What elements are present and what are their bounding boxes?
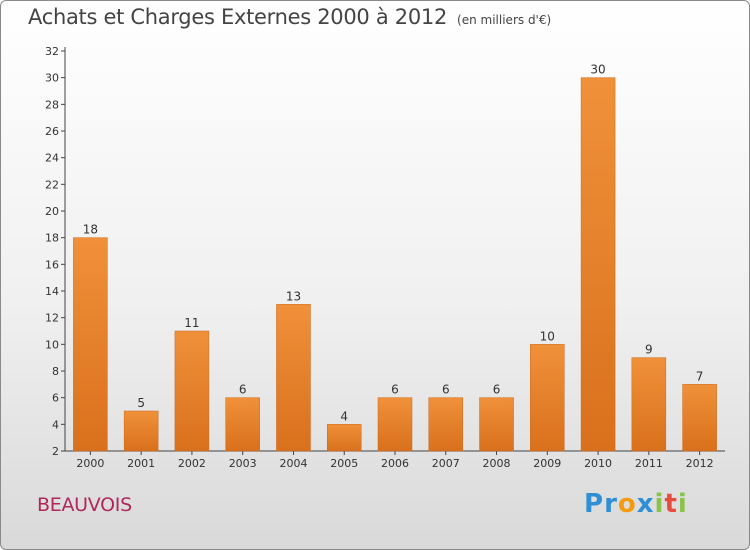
bar-2003	[225, 397, 260, 452]
y-tick-label: 20	[45, 205, 59, 218]
data-label-2010: 30	[590, 63, 605, 77]
x-tick-label: 2001	[127, 457, 155, 470]
y-tick-label: 4	[52, 418, 59, 431]
chart-title: Achats et Charges Externes 2000 à 2012	[28, 5, 448, 29]
x-tick-label: 2008	[483, 457, 511, 470]
data-label-2008: 6	[493, 383, 501, 397]
y-tick-label: 26	[45, 125, 59, 138]
x-tick-label: 2005	[330, 457, 358, 470]
logo-letter: i	[654, 489, 665, 519]
data-label-2001: 5	[137, 396, 145, 410]
x-tick-label: 2012	[686, 457, 714, 470]
data-label-2004: 13	[286, 289, 301, 303]
commune-name: BEAUVOIS	[37, 494, 132, 516]
bar-2001	[123, 410, 159, 452]
y-tick-label: 14	[45, 285, 59, 298]
x-tick-label: 2010	[584, 457, 612, 470]
y-tick-label: 24	[45, 152, 59, 165]
bar-2000	[73, 237, 108, 452]
y-tick-label: 16	[45, 258, 59, 271]
y-tick-label: 28	[45, 98, 59, 111]
y-tick-label: 2	[52, 445, 59, 458]
x-tick-label: 2000	[76, 457, 104, 470]
y-tick-label: 10	[45, 338, 59, 351]
x-tick-label: 2011	[635, 457, 663, 470]
bar-2010	[580, 77, 616, 452]
logo-letter: P	[584, 489, 605, 519]
data-label-2005: 4	[340, 409, 348, 423]
data-label-2002: 11	[184, 316, 199, 330]
bar-2011	[631, 357, 667, 452]
bar-2009	[530, 344, 565, 452]
data-label-2009: 10	[540, 329, 555, 343]
chart-title-block: Achats et Charges Externes 2000 à 2012 (e…	[28, 5, 551, 29]
bar-2002	[174, 330, 210, 452]
data-label-2012: 7	[696, 369, 704, 383]
bar-2007	[428, 397, 464, 452]
x-tick-label: 2003	[229, 457, 257, 470]
y-tick-label: 18	[45, 232, 59, 245]
x-tick-label: 2009	[533, 457, 561, 470]
logo-letter: o	[617, 489, 637, 519]
data-label-2006: 6	[391, 383, 399, 397]
logo-letter: t	[664, 489, 678, 519]
bar-2006	[377, 397, 413, 452]
bar-2004	[276, 304, 311, 452]
y-tick-label: 8	[52, 365, 59, 378]
x-tick-label: 2002	[178, 457, 206, 470]
bar-2012	[682, 384, 717, 452]
data-label-2007: 6	[442, 383, 450, 397]
data-label-2000: 18	[83, 223, 98, 237]
proxiti-logo: Proxiti	[584, 489, 688, 519]
y-tick-label: 30	[45, 72, 59, 85]
y-tick-label: 12	[45, 312, 59, 325]
y-tick-label: 22	[45, 178, 59, 191]
bar-2008	[479, 397, 514, 452]
y-tick-label: 32	[45, 45, 59, 58]
bar-2005	[326, 424, 362, 452]
data-label-2003: 6	[239, 383, 247, 397]
x-tick-label: 2006	[381, 457, 409, 470]
logo-letter: x	[636, 489, 655, 519]
y-tick-label: 6	[52, 392, 59, 405]
data-label-2011: 9	[645, 343, 653, 357]
x-tick-label: 2004	[279, 457, 307, 470]
chart-subtitle: (en milliers d'€)	[457, 13, 552, 27]
logo-letter: r	[604, 489, 618, 519]
logo-letter: i	[677, 489, 688, 519]
x-tick-label: 2007	[432, 457, 460, 470]
